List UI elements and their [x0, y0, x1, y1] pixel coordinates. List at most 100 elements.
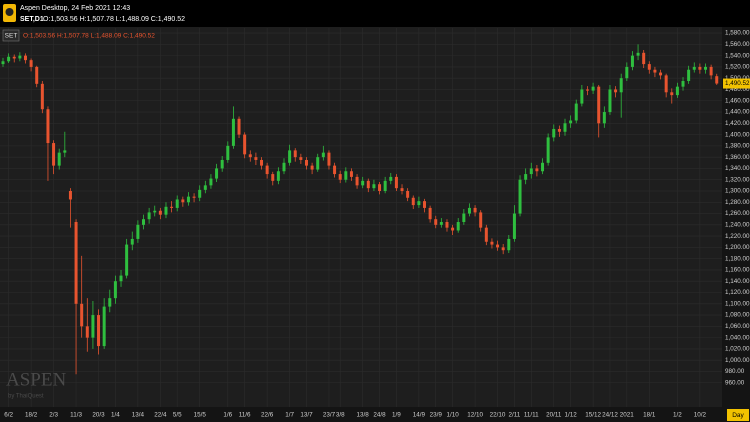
y-tick-label: 1,320.00	[725, 176, 750, 183]
x-tick-label: 12/10	[467, 412, 483, 419]
candle-body	[85, 326, 89, 338]
candle-body	[501, 247, 505, 251]
y-tick-label: 1,580.00	[725, 30, 750, 37]
candle-body	[625, 66, 629, 79]
y-tick-label: 1,100.00	[725, 300, 750, 307]
candle-body	[535, 168, 539, 172]
x-tick-label: 22/10	[490, 412, 506, 419]
x-tick-label: 15/5	[194, 412, 207, 419]
candle-body	[580, 89, 584, 104]
y-tick-label: 1,160.00	[725, 267, 750, 274]
x-tick-label: 20/3	[92, 412, 105, 419]
candle-body	[170, 206, 174, 208]
candle-body	[248, 154, 252, 158]
candle-body	[338, 174, 342, 180]
candle-body	[237, 118, 241, 135]
x-tick-label: 24/12	[602, 412, 618, 419]
x-tick-label: 1/7	[285, 412, 294, 419]
candle-body	[473, 207, 477, 213]
candle-body	[46, 109, 50, 144]
candle-body	[630, 55, 634, 67]
candle-body	[518, 179, 522, 214]
x-tick-label: 5/5	[173, 412, 182, 419]
candle-body	[254, 157, 258, 160]
x-tick-label: 13/4	[132, 412, 145, 419]
chart-ohlc: O:1,503.56 H:1,507.78 L:1,488.09 C:1,490…	[23, 33, 155, 40]
candle-body	[304, 159, 308, 166]
candle-body	[597, 86, 601, 124]
y-tick-label: 1,200.00	[725, 244, 750, 251]
x-tick-label: 1/2	[673, 412, 682, 419]
y-tick-label: 1,020.00	[725, 346, 750, 353]
candle-body	[226, 145, 230, 160]
plot-area	[0, 27, 722, 407]
candle-body	[68, 190, 72, 200]
candle-body	[704, 66, 707, 70]
period-box[interactable]	[727, 409, 749, 421]
header-title: Aspen Desktop, 24 Feb 2021 12:43	[20, 5, 130, 12]
x-tick-label: 13/8	[357, 412, 370, 419]
x-tick-label: 3/8	[336, 412, 345, 419]
candle-body	[675, 86, 679, 96]
x-tick-label: 23/9	[430, 412, 443, 419]
candle-body	[102, 306, 106, 347]
candle-body	[321, 152, 325, 158]
candle-body	[293, 150, 297, 158]
candle-body	[512, 213, 516, 239]
x-tick-label: 1/9	[392, 412, 401, 419]
candle-body	[687, 69, 691, 82]
candle-body	[186, 196, 190, 203]
candle-body	[361, 180, 365, 186]
candle-body	[147, 212, 151, 220]
price-axis	[722, 27, 750, 422]
candle-body	[642, 52, 646, 65]
candle-body	[383, 180, 387, 191]
candle-body	[327, 152, 331, 166]
candle-body	[614, 89, 618, 93]
candle-body	[316, 157, 320, 170]
candle-body	[490, 241, 494, 245]
candle-body	[220, 159, 224, 169]
candle-body	[97, 315, 101, 347]
candle-body	[698, 66, 702, 70]
candle-body	[546, 137, 550, 163]
candle-body	[164, 206, 168, 215]
x-tick-label: 14/9	[413, 412, 426, 419]
candle-body	[142, 219, 145, 225]
candle-body	[372, 184, 376, 189]
x-tick-label: 11/3	[70, 412, 82, 419]
y-tick-label: 1,180.00	[725, 255, 750, 262]
candle-body	[366, 180, 370, 189]
candle-body	[389, 176, 393, 181]
candle-body	[496, 244, 500, 248]
period-label[interactable]: Day	[732, 412, 744, 419]
candle-body	[333, 165, 337, 175]
x-tick-label: 22/6	[261, 412, 274, 419]
x-tick-label: 2021	[620, 412, 635, 419]
candle-body	[709, 66, 713, 76]
candle-body	[63, 150, 67, 153]
x-tick-label: 11/6	[239, 412, 251, 419]
candle-body	[428, 207, 432, 220]
candle-body	[417, 201, 421, 206]
candle-body	[574, 103, 578, 121]
y-tick-label: 1,060.00	[725, 323, 750, 330]
x-tick-label: 18/2	[25, 412, 38, 419]
candle-body	[243, 134, 247, 155]
candle-body	[136, 224, 140, 239]
candle-body	[12, 56, 16, 59]
candle-body	[282, 162, 286, 172]
candle-body	[349, 171, 353, 177]
y-tick-label: 1,260.00	[725, 210, 750, 217]
y-tick-label: 1,520.00	[725, 64, 750, 71]
candle-body	[507, 238, 511, 251]
x-tick-label: 1/12	[564, 412, 577, 419]
candle-body	[423, 201, 426, 208]
candle-body	[467, 207, 471, 214]
candle-body	[563, 123, 567, 132]
candle-body	[288, 150, 292, 163]
y-tick-label: 1,480.00	[725, 86, 750, 93]
candle-body	[1, 61, 5, 65]
y-tick-label: 1,080.00	[725, 312, 750, 319]
